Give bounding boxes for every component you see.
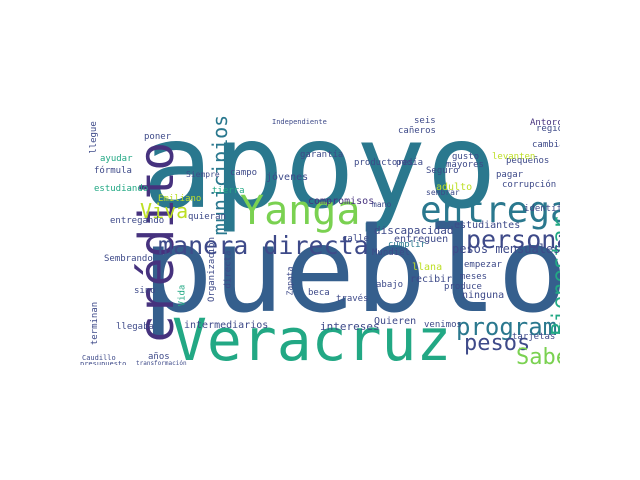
cloud-word: estudiando — [94, 184, 149, 194]
cloud-word: productores — [354, 158, 414, 168]
cloud-word: venimos — [424, 320, 462, 330]
cloud-word: sino — [134, 286, 156, 296]
cloud-word: pesos mensuales — [452, 242, 560, 256]
cloud-word: ninguna — [462, 290, 505, 301]
cloud-word: Veracruz — [172, 306, 452, 365]
cloud-word: meses — [460, 272, 488, 282]
cloud-word: Quieren — [374, 316, 417, 327]
cloud-word: garantía — [300, 150, 344, 160]
cloud-word: directa — [223, 250, 234, 289]
cloud-word: llegue — [88, 121, 99, 154]
cloud-word: sembrar — [426, 188, 460, 197]
cloud-word: Emiliano — [158, 194, 202, 204]
cloud-word: Yanga — [240, 188, 361, 234]
cloud-word: transformación — [136, 360, 187, 366]
cloud-word: terminan — [90, 301, 101, 346]
cloud-word: Caudillo — [82, 354, 116, 362]
cloud-word: cambiar — [532, 140, 560, 150]
cloud-word: pequeños — [506, 156, 550, 166]
cloud-word: través — [336, 294, 369, 304]
cloud-word: estudiantes — [454, 220, 521, 231]
cloud-word: programa — [456, 313, 560, 341]
cloud-word: levanten — [492, 152, 536, 162]
cloud-word: cumplir — [388, 240, 426, 250]
cloud-word: jóvenes — [266, 172, 309, 183]
cloud-word: calle — [342, 234, 370, 244]
cloud-word: Sembrando — [104, 254, 153, 264]
cloud-word: entregando — [110, 216, 165, 226]
cloud-word: campo — [230, 168, 258, 178]
cloud-word: Antorcha — [530, 118, 560, 128]
cloud-word: región — [536, 124, 560, 134]
cloud-word: Mundiel — [372, 248, 410, 258]
word-cloud: apoyo pueblo crédito Veracruz Yanga entr… — [80, 115, 560, 365]
cloud-word: produce — [444, 282, 482, 292]
cloud-word: empezar — [464, 260, 502, 270]
cloud-word: cañeros — [398, 126, 436, 136]
cloud-word: quieran — [188, 212, 226, 222]
cloud-word: Seguro — [426, 166, 459, 176]
cloud-word: recibir — [410, 274, 453, 285]
cloud-word: gusto — [452, 152, 480, 162]
cloud-word: pesos — [464, 331, 531, 356]
cloud-word: presupuesto — [80, 360, 127, 366]
cloud-word: adulto — [436, 182, 473, 193]
cloud-word: Bienestar — [548, 216, 560, 336]
cloud-word: abajo — [376, 280, 404, 290]
cloud-word: tarjetas — [512, 332, 556, 342]
cloud-word: pueblo — [142, 201, 560, 339]
cloud-word: identificar — [524, 204, 560, 214]
cloud-word: apoyo — [142, 115, 498, 235]
cloud-word: Vida — [177, 284, 188, 307]
cloud-word: mayores — [446, 160, 484, 170]
cloud-word: fórmula — [94, 166, 132, 176]
cloud-word: Saben — [516, 345, 560, 366]
cloud-word: seis — [414, 116, 436, 126]
cloud-word: poner — [144, 132, 172, 142]
cloud-word: intermediarios — [184, 320, 269, 331]
cloud-word: mano — [372, 200, 392, 209]
cloud-word: llana — [412, 262, 443, 273]
cloud-word: llegaba — [116, 322, 154, 332]
cloud-word: entreguen — [394, 234, 449, 245]
cloud-word: manera directa — [158, 231, 369, 260]
cloud-word: Zapata — [285, 266, 295, 296]
cloud-word: Viva — [140, 199, 189, 223]
cloud-word: tierra — [212, 186, 245, 196]
cloud-word: entregar — [420, 190, 560, 231]
cloud-word: Siempre — [186, 170, 220, 179]
cloud-word: persona — [466, 225, 560, 254]
cloud-word: beca — [308, 288, 330, 298]
cloud-word: Organización — [207, 236, 218, 303]
cloud-word: discapacidad — [374, 224, 454, 237]
cloud-word: corrupción — [502, 180, 557, 190]
cloud-word: pagar — [496, 170, 524, 180]
cloud-word: ayudar — [100, 154, 133, 164]
cloud-word: compromisos — [308, 196, 375, 207]
cloud-word: intereses — [320, 320, 380, 333]
cloud-word: años — [148, 352, 170, 362]
cloud-word: Independiente — [272, 118, 327, 126]
cloud-word: podía — [396, 158, 424, 168]
